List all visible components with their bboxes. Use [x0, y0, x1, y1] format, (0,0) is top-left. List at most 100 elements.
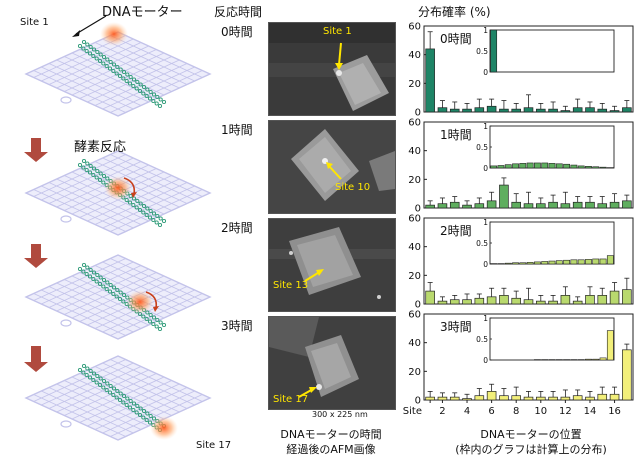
- inset-bar-site-12: [570, 259, 578, 265]
- bar-site-10: [536, 396, 546, 401]
- bar-site-16: [609, 393, 620, 401]
- bar-site-15: [597, 393, 608, 401]
- inset-bar-site-14: [585, 166, 592, 169]
- chart-panel-2: 0 20 40 60 0 0.5 1 2時間: [408, 214, 634, 311]
- y-tick-label: 40: [408, 146, 421, 157]
- x-tick-label: 10: [534, 406, 547, 417]
- y-tick-label: 0: [415, 204, 421, 215]
- bar-site-1: [425, 396, 435, 401]
- origami-schematic: [24, 15, 212, 441]
- bar-site-3: [449, 396, 460, 401]
- dna-motor-glow-3: [150, 416, 178, 440]
- bar-site-11: [548, 201, 558, 209]
- inset-bar-site-14: [585, 259, 592, 265]
- inset-tick-label: 0.5: [476, 239, 488, 248]
- bar-site-7: [499, 295, 509, 305]
- y-tick-label: 60: [408, 310, 421, 321]
- chart-panel-1: 0 20 40 60 0 0.5 1 1時間: [408, 118, 634, 215]
- inset-bar-site-4: [512, 262, 519, 265]
- bar-site-11: [548, 108, 558, 113]
- y-tick-label: 40: [408, 338, 421, 349]
- motion-arrow-1: [123, 177, 136, 195]
- bar-site-1: [425, 290, 435, 305]
- bar-site-5: [474, 297, 485, 305]
- inset-bar-site-7: [534, 162, 541, 169]
- bar-site-3: [449, 201, 460, 209]
- bar-site-12: [560, 396, 571, 401]
- chart-panel-0: 0 20 40 60 0 0.5 1 0時間: [408, 22, 634, 119]
- panel-time-label-2: 2時間: [440, 224, 472, 238]
- bar-site-15: [597, 295, 608, 305]
- y-tick-label: 40: [408, 50, 421, 61]
- inset-bar-site-8: [541, 261, 549, 265]
- bar-site-12: [560, 295, 571, 305]
- y-tick-label: 20: [408, 367, 421, 378]
- afm-site-label-2: Site 13: [273, 280, 309, 291]
- inset-frame-3: [489, 317, 615, 361]
- inset-bar-site-13: [577, 259, 585, 265]
- bar-site-9: [523, 299, 534, 305]
- bar-site-14: [585, 107, 595, 113]
- bar-site-14: [585, 396, 595, 401]
- bar-site-1: [425, 48, 435, 113]
- origami-tile-1: [24, 150, 212, 236]
- bar-site-15: [597, 108, 608, 113]
- inset-tick-label: 1: [483, 314, 488, 323]
- x-tick-label: 6: [488, 406, 494, 417]
- inset-bar-site-17: [606, 255, 614, 265]
- step-arrow-2: [31, 346, 41, 363]
- origami-tile-3: [24, 355, 212, 441]
- afm-caption-line1: DNAモーターの時間: [280, 428, 382, 441]
- origami-tile-0: [24, 22, 212, 117]
- bar-site-11: [548, 300, 558, 305]
- inset-bar-site-5: [519, 262, 527, 265]
- bar-site-2: [437, 107, 448, 113]
- bar-site-8: [511, 395, 521, 401]
- y-tick-label: 20: [408, 79, 421, 90]
- bar-site-17: [622, 107, 632, 113]
- motor-pointer: [75, 15, 107, 35]
- inset-bar-site-13: [577, 165, 585, 169]
- bar-site-2: [437, 300, 448, 305]
- y-tick-label: 0: [415, 396, 421, 407]
- bar-site-10: [536, 108, 546, 113]
- inset-bar-site-7: [534, 261, 541, 265]
- bar-site-6: [486, 296, 497, 305]
- site1-label: Site 1: [20, 17, 49, 28]
- inset-bar-site-1: [490, 29, 498, 73]
- bar-site-6: [486, 391, 497, 401]
- x-tick-label: 2: [439, 406, 445, 417]
- inset-frame-1: [489, 125, 615, 169]
- dna-motor-glow-2: [126, 290, 154, 314]
- bar-site-4: [462, 204, 472, 209]
- afm-scale-label: 300 x 225 nm: [312, 410, 368, 419]
- inset-bar-site-11: [563, 259, 570, 265]
- xaxis-caption-line2: (枠内のグラフは計算上の分布): [455, 443, 607, 456]
- inset-bar-site-12: [570, 164, 578, 169]
- bar-site-8: [511, 201, 521, 209]
- inset-tick-label: 0: [483, 68, 488, 77]
- inset-bar-site-15: [592, 358, 600, 361]
- y-tick-label: 40: [408, 242, 421, 253]
- bar-site-5: [474, 203, 485, 209]
- inset-tick-label: 0: [483, 356, 488, 365]
- y-tick-label: 60: [408, 22, 421, 33]
- bar-site-12: [560, 203, 571, 209]
- inset-tick-label: 0: [483, 260, 488, 269]
- bar-site-7: [499, 395, 509, 401]
- bar-site-2: [437, 396, 448, 401]
- bar-site-13: [572, 395, 583, 401]
- y-tick-label: 0: [415, 108, 421, 119]
- bar-site-11: [548, 396, 558, 401]
- bar-site-5: [474, 395, 485, 401]
- xaxis-caption: DNAモーターの位置 (枠内のグラフは計算上の分布): [436, 427, 626, 457]
- inset-bar-site-15: [592, 166, 600, 169]
- step-arrow-1: [31, 244, 41, 259]
- inset-bar-site-9: [548, 163, 556, 169]
- bar-site-8: [511, 108, 521, 113]
- bar-site-1: [425, 204, 435, 209]
- bar-site-14: [585, 295, 595, 305]
- y-tick-label: 0: [415, 300, 421, 311]
- inset-frame-0: [489, 29, 615, 73]
- inset-bar-site-9: [548, 260, 556, 265]
